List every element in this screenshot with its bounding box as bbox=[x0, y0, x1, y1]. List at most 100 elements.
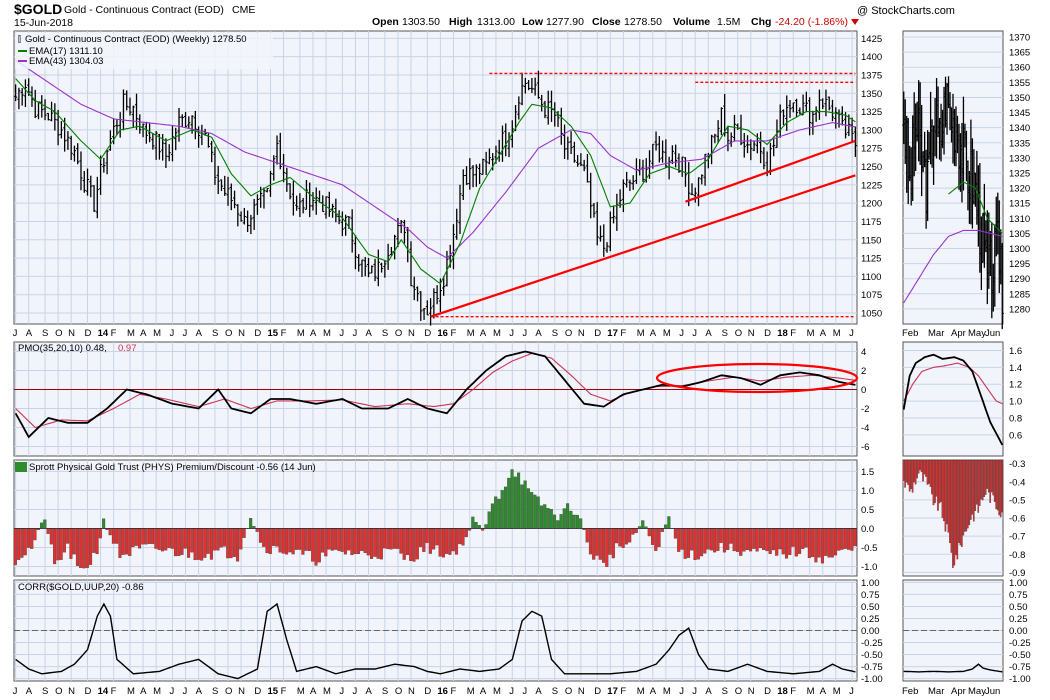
bottom-x-axis-tick-label: A bbox=[196, 686, 203, 697]
phys-hist-bar bbox=[517, 472, 521, 529]
phys-panel bbox=[13, 459, 858, 577]
price-bar bbox=[193, 110, 197, 140]
price-bar bbox=[344, 214, 348, 236]
daily-pmo-line bbox=[902, 353, 1004, 446]
price-bar bbox=[670, 145, 674, 165]
phys-hist-bar bbox=[115, 528, 119, 544]
phys-hist-bar bbox=[513, 476, 517, 529]
phys-hist-bar bbox=[742, 528, 746, 552]
phys-hist-bar bbox=[249, 518, 253, 529]
price-bar bbox=[125, 90, 129, 111]
price-bar bbox=[89, 175, 93, 198]
bottom-x-axis-tick-label: J bbox=[352, 686, 357, 697]
price-bar bbox=[46, 112, 50, 121]
phys-hist-bar bbox=[173, 528, 178, 557]
bottom-x-axis-tick-label: M bbox=[637, 686, 645, 697]
phys-hist-bar bbox=[324, 528, 328, 557]
price-bar bbox=[576, 155, 580, 167]
price-bar bbox=[657, 136, 661, 163]
phys-hist-bar bbox=[464, 528, 468, 538]
bottom-x-axis-tick-label: S bbox=[722, 686, 728, 697]
corr-line bbox=[15, 602, 856, 680]
phys-hist-bar bbox=[334, 528, 338, 550]
price-bar bbox=[572, 141, 576, 163]
daily-price-bar bbox=[1000, 242, 1004, 330]
daily-phys-hist-bar bbox=[926, 459, 929, 485]
phys-hist-bar bbox=[281, 528, 285, 554]
daily-pmo-signal-line bbox=[903, 362, 1003, 405]
pmo-tick-label: 2 bbox=[861, 366, 866, 377]
bottom-x-axis-tick-label: J bbox=[679, 686, 684, 697]
daily-phys-hist-bar bbox=[962, 459, 965, 536]
corr-tick-label: 0.75 bbox=[861, 590, 880, 601]
price-bar bbox=[415, 286, 420, 302]
phys-hist-bar bbox=[271, 528, 276, 546]
x-axis-tick-label: O bbox=[565, 328, 572, 339]
daily-phys-hist-bar bbox=[953, 459, 956, 566]
daily-phys-hist-bar bbox=[935, 459, 938, 497]
price-bar bbox=[461, 169, 465, 200]
x-axis-tick-label: M bbox=[297, 328, 305, 339]
daily-price-tick-label: 1305 bbox=[1009, 229, 1030, 240]
phys-hist-bar bbox=[288, 528, 292, 553]
x-axis-tick-label: O bbox=[395, 328, 402, 339]
phys-hist-bar bbox=[20, 528, 24, 558]
price-bar bbox=[187, 116, 191, 129]
bottom-x-axis-tick-label: M bbox=[467, 686, 475, 697]
daily-phys-tick-label: -0.3 bbox=[1009, 459, 1025, 470]
phys-hist-bar bbox=[634, 528, 638, 533]
bottom-x-axis-tick-label: A bbox=[705, 686, 712, 697]
daily-x-axis-tick-label: May bbox=[968, 328, 986, 339]
phys-hist-bar bbox=[419, 528, 423, 547]
price-bar bbox=[383, 260, 387, 278]
daily-price-panel bbox=[902, 30, 1004, 325]
phys-hist-bar bbox=[128, 528, 132, 556]
phys-hist-bar bbox=[98, 528, 102, 539]
phys-hist-bar bbox=[837, 528, 841, 551]
phys-hist-bar bbox=[605, 528, 609, 567]
bottom-x-axis-tick-label: D bbox=[764, 686, 771, 697]
phys-hist-bar bbox=[451, 528, 455, 552]
phys-hist-bar bbox=[490, 503, 494, 529]
daily-bottom-x-axis-tick-label: May bbox=[968, 686, 986, 697]
phys-hist-bar bbox=[425, 528, 429, 543]
price-bar bbox=[17, 87, 21, 110]
price-bar bbox=[553, 102, 557, 127]
price-bar bbox=[301, 197, 305, 214]
bottom-x-axis-tick-label: O bbox=[395, 686, 402, 697]
corr-tick-label: -1.00 bbox=[861, 674, 883, 685]
phys-hist-bar bbox=[804, 528, 808, 548]
bottom-x-axis-tick-label: A bbox=[650, 686, 657, 697]
daily-price-tick-label: 1295 bbox=[1009, 259, 1030, 270]
bottom-x-axis-tick-label: J bbox=[339, 686, 344, 697]
phys-hist-bar bbox=[278, 528, 282, 553]
price-bar bbox=[474, 164, 478, 187]
price-bar bbox=[500, 125, 505, 162]
phys-hist-bar bbox=[579, 518, 583, 529]
x-axis-tick-label: O bbox=[225, 328, 232, 339]
x-axis-tick-label: N bbox=[408, 328, 415, 339]
phys-hist-bar bbox=[546, 508, 550, 529]
phys-hist-bar bbox=[330, 528, 334, 551]
phys-hist-bar bbox=[232, 528, 236, 557]
phys-hist-bar bbox=[471, 516, 475, 529]
phys-hist-bar bbox=[360, 528, 364, 551]
price-bar bbox=[105, 149, 109, 175]
x-axis-tick-label: J bbox=[13, 328, 18, 339]
x-axis-tick-label: J bbox=[522, 328, 527, 339]
phys-tick-label: 1.5 bbox=[861, 467, 874, 478]
phys-hist-bar bbox=[749, 528, 753, 552]
phys-hist-bar bbox=[177, 528, 181, 557]
price-bar bbox=[370, 265, 374, 274]
chg-value: -24.20 (-1.86%) bbox=[775, 16, 848, 28]
phys-hist-bar bbox=[820, 528, 824, 564]
phys-hist-bar bbox=[141, 528, 145, 545]
bottom-x-axis-tick-label: 18 bbox=[777, 686, 788, 697]
phys-hist-bar bbox=[526, 488, 530, 529]
price-bar bbox=[487, 148, 492, 165]
price-bar bbox=[834, 107, 838, 129]
price-bar bbox=[798, 107, 802, 115]
daily-corr-tick-label: 0.75 bbox=[1009, 590, 1028, 601]
daily-corr-tick-label: -0.25 bbox=[1009, 638, 1031, 649]
